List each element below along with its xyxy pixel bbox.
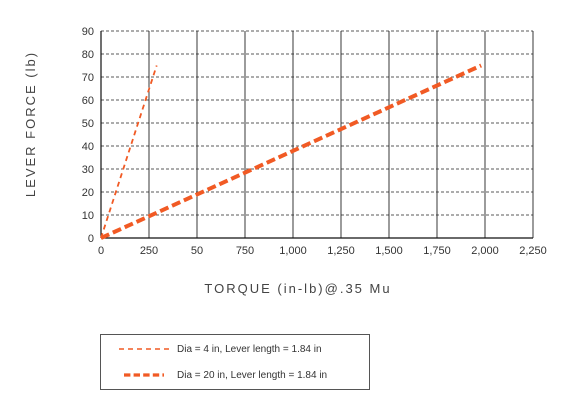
- series-line-2: [100, 63, 482, 240]
- y-tick-label: 60: [82, 95, 94, 107]
- x-tick-label: 1,750: [423, 245, 451, 257]
- y-tick-label: 70: [82, 72, 94, 84]
- x-tick-label: 1,000: [279, 245, 307, 257]
- x-tick-label: 0: [98, 245, 104, 257]
- y-tick-label: 30: [82, 164, 94, 176]
- series-lines: [100, 63, 482, 240]
- series-line-1: [100, 65, 158, 239]
- x-tick-label: 2,250: [519, 245, 547, 257]
- legend-item: Dia = 20 in, Lever length = 1.84 in: [119, 367, 327, 383]
- x-tick-label: 50: [191, 245, 203, 257]
- legend-swatch-thick-dashed: [124, 373, 164, 377]
- x-tick-label: 1,250: [327, 245, 355, 257]
- lever-force-chart: 0 10 20 30 40 50 60 70 80 90 0 250 50 750 1,000 1,250 1…: [23, 26, 547, 296]
- legend-swatch-thin-dashed: [119, 348, 169, 350]
- y-tick-label: 0: [88, 233, 94, 245]
- x-tick-label: 1,500: [375, 245, 403, 257]
- y-tick-label: 50: [82, 118, 94, 130]
- x-tick-label: 750: [236, 245, 254, 257]
- y-tick-label: 90: [82, 26, 94, 38]
- y-tick-label: 10: [82, 210, 94, 222]
- legend: Dia = 4 in, Lever length = 1.84 in Dia =…: [100, 334, 370, 390]
- legend-label: Dia = 20 in, Lever length = 1.84 in: [177, 369, 328, 381]
- x-tick-labels: 0 250 50 750 1,000 1,250 1,500 1,750 2,000 2,250: [98, 245, 547, 257]
- x-axis-title: TORQUE (in-lb)@.35 Mu: [204, 281, 391, 296]
- x-tick-label: 2,000: [471, 245, 499, 257]
- y-tick-label: 80: [82, 49, 94, 61]
- y-axis-title: LEVER FORCE (lb): [23, 51, 38, 197]
- y-tick-label: 20: [82, 187, 94, 199]
- legend-label: Dia = 4 in, Lever length = 1.84 in: [177, 343, 322, 355]
- legend-item: Dia = 4 in, Lever length = 1.84 in: [119, 341, 322, 357]
- grid: [100, 30, 534, 239]
- x-tick-label: 250: [140, 245, 158, 257]
- y-tick-label: 40: [82, 141, 94, 153]
- y-tick-labels: 0 10 20 30 40 50 60 70 80 90: [82, 26, 94, 245]
